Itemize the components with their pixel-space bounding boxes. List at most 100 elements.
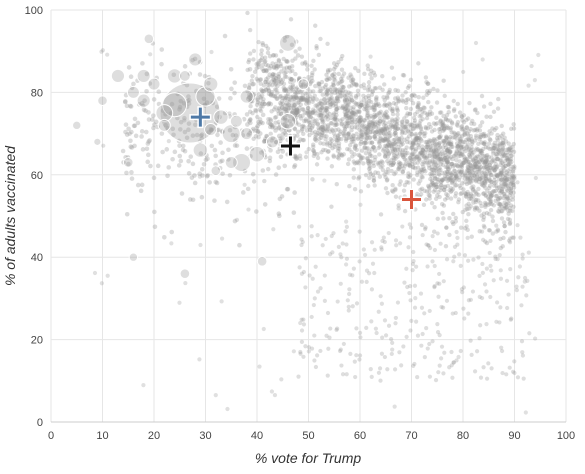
point-2048 <box>481 134 487 139</box>
point-390 <box>352 186 358 192</box>
point-975 <box>464 137 469 142</box>
point-250 <box>418 137 423 142</box>
point-2866 <box>146 139 151 144</box>
point-958 <box>368 72 373 77</box>
point-936 <box>373 136 378 141</box>
point-2192 <box>366 166 372 171</box>
point-3212 <box>407 235 412 240</box>
point-16 <box>419 167 425 173</box>
point-1873 <box>390 162 395 167</box>
point-2340 <box>396 206 401 211</box>
point-435 <box>366 84 372 89</box>
point-1999 <box>344 93 350 98</box>
point-3089 <box>313 364 319 370</box>
point-659 <box>416 141 422 146</box>
point-2927 <box>464 224 469 229</box>
point-1094 <box>316 125 321 131</box>
point-1107 <box>280 101 285 106</box>
point-1722 <box>370 120 375 125</box>
point-2344 <box>442 123 447 129</box>
point-2086 <box>287 76 293 81</box>
point-239 <box>325 113 330 119</box>
point-3239 <box>524 293 529 298</box>
point-2004 <box>250 82 255 87</box>
point-1159 <box>399 135 404 140</box>
point-458 <box>446 141 451 146</box>
point-1937 <box>438 161 444 167</box>
point-2589 <box>336 60 341 65</box>
point-589 <box>388 163 394 168</box>
point-3249 <box>347 272 353 277</box>
point-1524 <box>325 98 330 103</box>
point-1402 <box>331 82 336 88</box>
point-2555 <box>496 209 501 214</box>
point-2052 <box>372 148 378 153</box>
point-1299 <box>468 163 473 168</box>
point-2540 <box>343 101 348 107</box>
point-532 <box>484 152 490 158</box>
point-502 <box>501 206 507 211</box>
point-799 <box>447 134 453 140</box>
point-1882 <box>369 76 374 81</box>
point-104 <box>480 182 485 188</box>
point-2388 <box>450 144 455 150</box>
point-2591 <box>353 143 359 148</box>
point-2410 <box>316 101 322 107</box>
point-2045 <box>275 108 281 114</box>
point-455 <box>443 164 449 170</box>
point-1528 <box>465 177 470 182</box>
point-2356 <box>384 115 389 120</box>
point-2875 <box>255 123 260 129</box>
point-1710 <box>303 60 308 65</box>
point-373 <box>483 160 488 165</box>
point-2917 <box>272 125 278 130</box>
point-1274 <box>366 95 372 101</box>
point-1665 <box>454 149 459 154</box>
point-813 <box>357 114 363 120</box>
point-1780 <box>266 101 272 107</box>
point-1934 <box>408 124 413 129</box>
point-1968 <box>397 139 402 145</box>
point-948 <box>383 174 388 180</box>
point-862 <box>420 147 426 153</box>
point-1393 <box>300 127 305 132</box>
point-2504 <box>377 144 383 149</box>
point-2606 <box>156 89 162 95</box>
point-218 <box>362 106 367 112</box>
point-481 <box>434 167 439 172</box>
point-66 <box>445 178 450 184</box>
point-1223 <box>397 151 403 156</box>
point-879 <box>447 232 452 238</box>
point-606 <box>435 154 441 159</box>
point-1542 <box>446 110 451 115</box>
point-2738 <box>140 61 145 66</box>
point-2605 <box>224 199 230 205</box>
point-605 <box>472 189 477 194</box>
point-1148 <box>483 176 489 182</box>
point-2104 <box>474 146 479 151</box>
point-968 <box>346 131 351 136</box>
point-3164 <box>506 292 511 297</box>
point-2111 <box>327 76 333 82</box>
point-248 <box>272 79 277 85</box>
point-801 <box>332 71 337 76</box>
point-769 <box>397 164 403 170</box>
point-1485 <box>313 111 318 116</box>
point-2772 <box>244 146 250 151</box>
point-448 <box>293 87 299 92</box>
point-2673 <box>277 196 283 202</box>
point-2114 <box>507 150 513 155</box>
point-1930 <box>334 112 339 118</box>
point-2175 <box>494 173 500 178</box>
point-1920 <box>471 172 477 178</box>
point-205 <box>489 172 494 178</box>
point-2862 <box>284 94 290 99</box>
point-1990 <box>251 48 257 54</box>
point-822 <box>470 118 475 124</box>
point-1436 <box>245 67 250 73</box>
point-937 <box>407 163 413 168</box>
point-1142 <box>469 166 474 172</box>
point-52 <box>358 189 364 194</box>
point-1243 <box>267 53 273 59</box>
point-17 <box>373 130 378 135</box>
